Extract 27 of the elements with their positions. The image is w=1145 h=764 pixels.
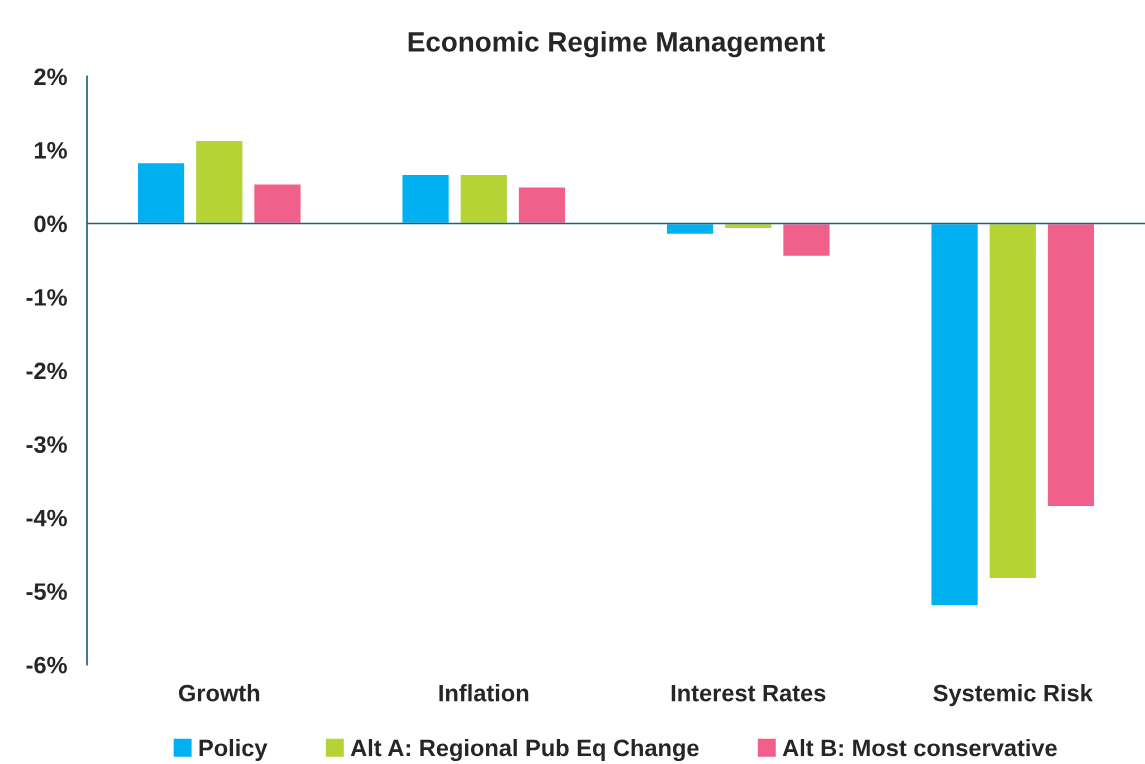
y-tick-label: -3% [26, 436, 67, 453]
y-tick-label: -2% [26, 362, 67, 380]
bar [930, 222, 980, 607]
bar [252, 183, 302, 225]
y-tick-label: 1% [34, 142, 67, 159]
legend-label: Policy [199, 738, 268, 761]
bar [781, 222, 831, 258]
legend-label: Alt B: Most conservative [782, 738, 1057, 757]
x-tick-label: Growth [178, 684, 260, 702]
bar [1046, 222, 1096, 508]
bar [988, 222, 1038, 580]
y-tick-label: 2% [34, 68, 67, 86]
bar [459, 173, 509, 225]
x-tick-label: Inflation [439, 684, 529, 702]
bar [136, 161, 186, 225]
bar [517, 186, 567, 225]
bar [194, 139, 244, 225]
y-tick-label: -6% [26, 656, 67, 674]
y-tick-label: -4% [26, 509, 67, 527]
y-tick-label: -5% [26, 583, 67, 600]
chart-title: Economic Regime Management [408, 31, 825, 58]
legend-label: Alt A: Regional Pub Eq Change [350, 738, 699, 762]
y-tick-label: 0% [34, 215, 67, 233]
bar [401, 173, 451, 225]
y-tick-label: -1% [26, 289, 67, 306]
x-tick-label: Interest Rates [671, 684, 826, 702]
x-tick-label: Systemic Risk [933, 684, 1093, 707]
